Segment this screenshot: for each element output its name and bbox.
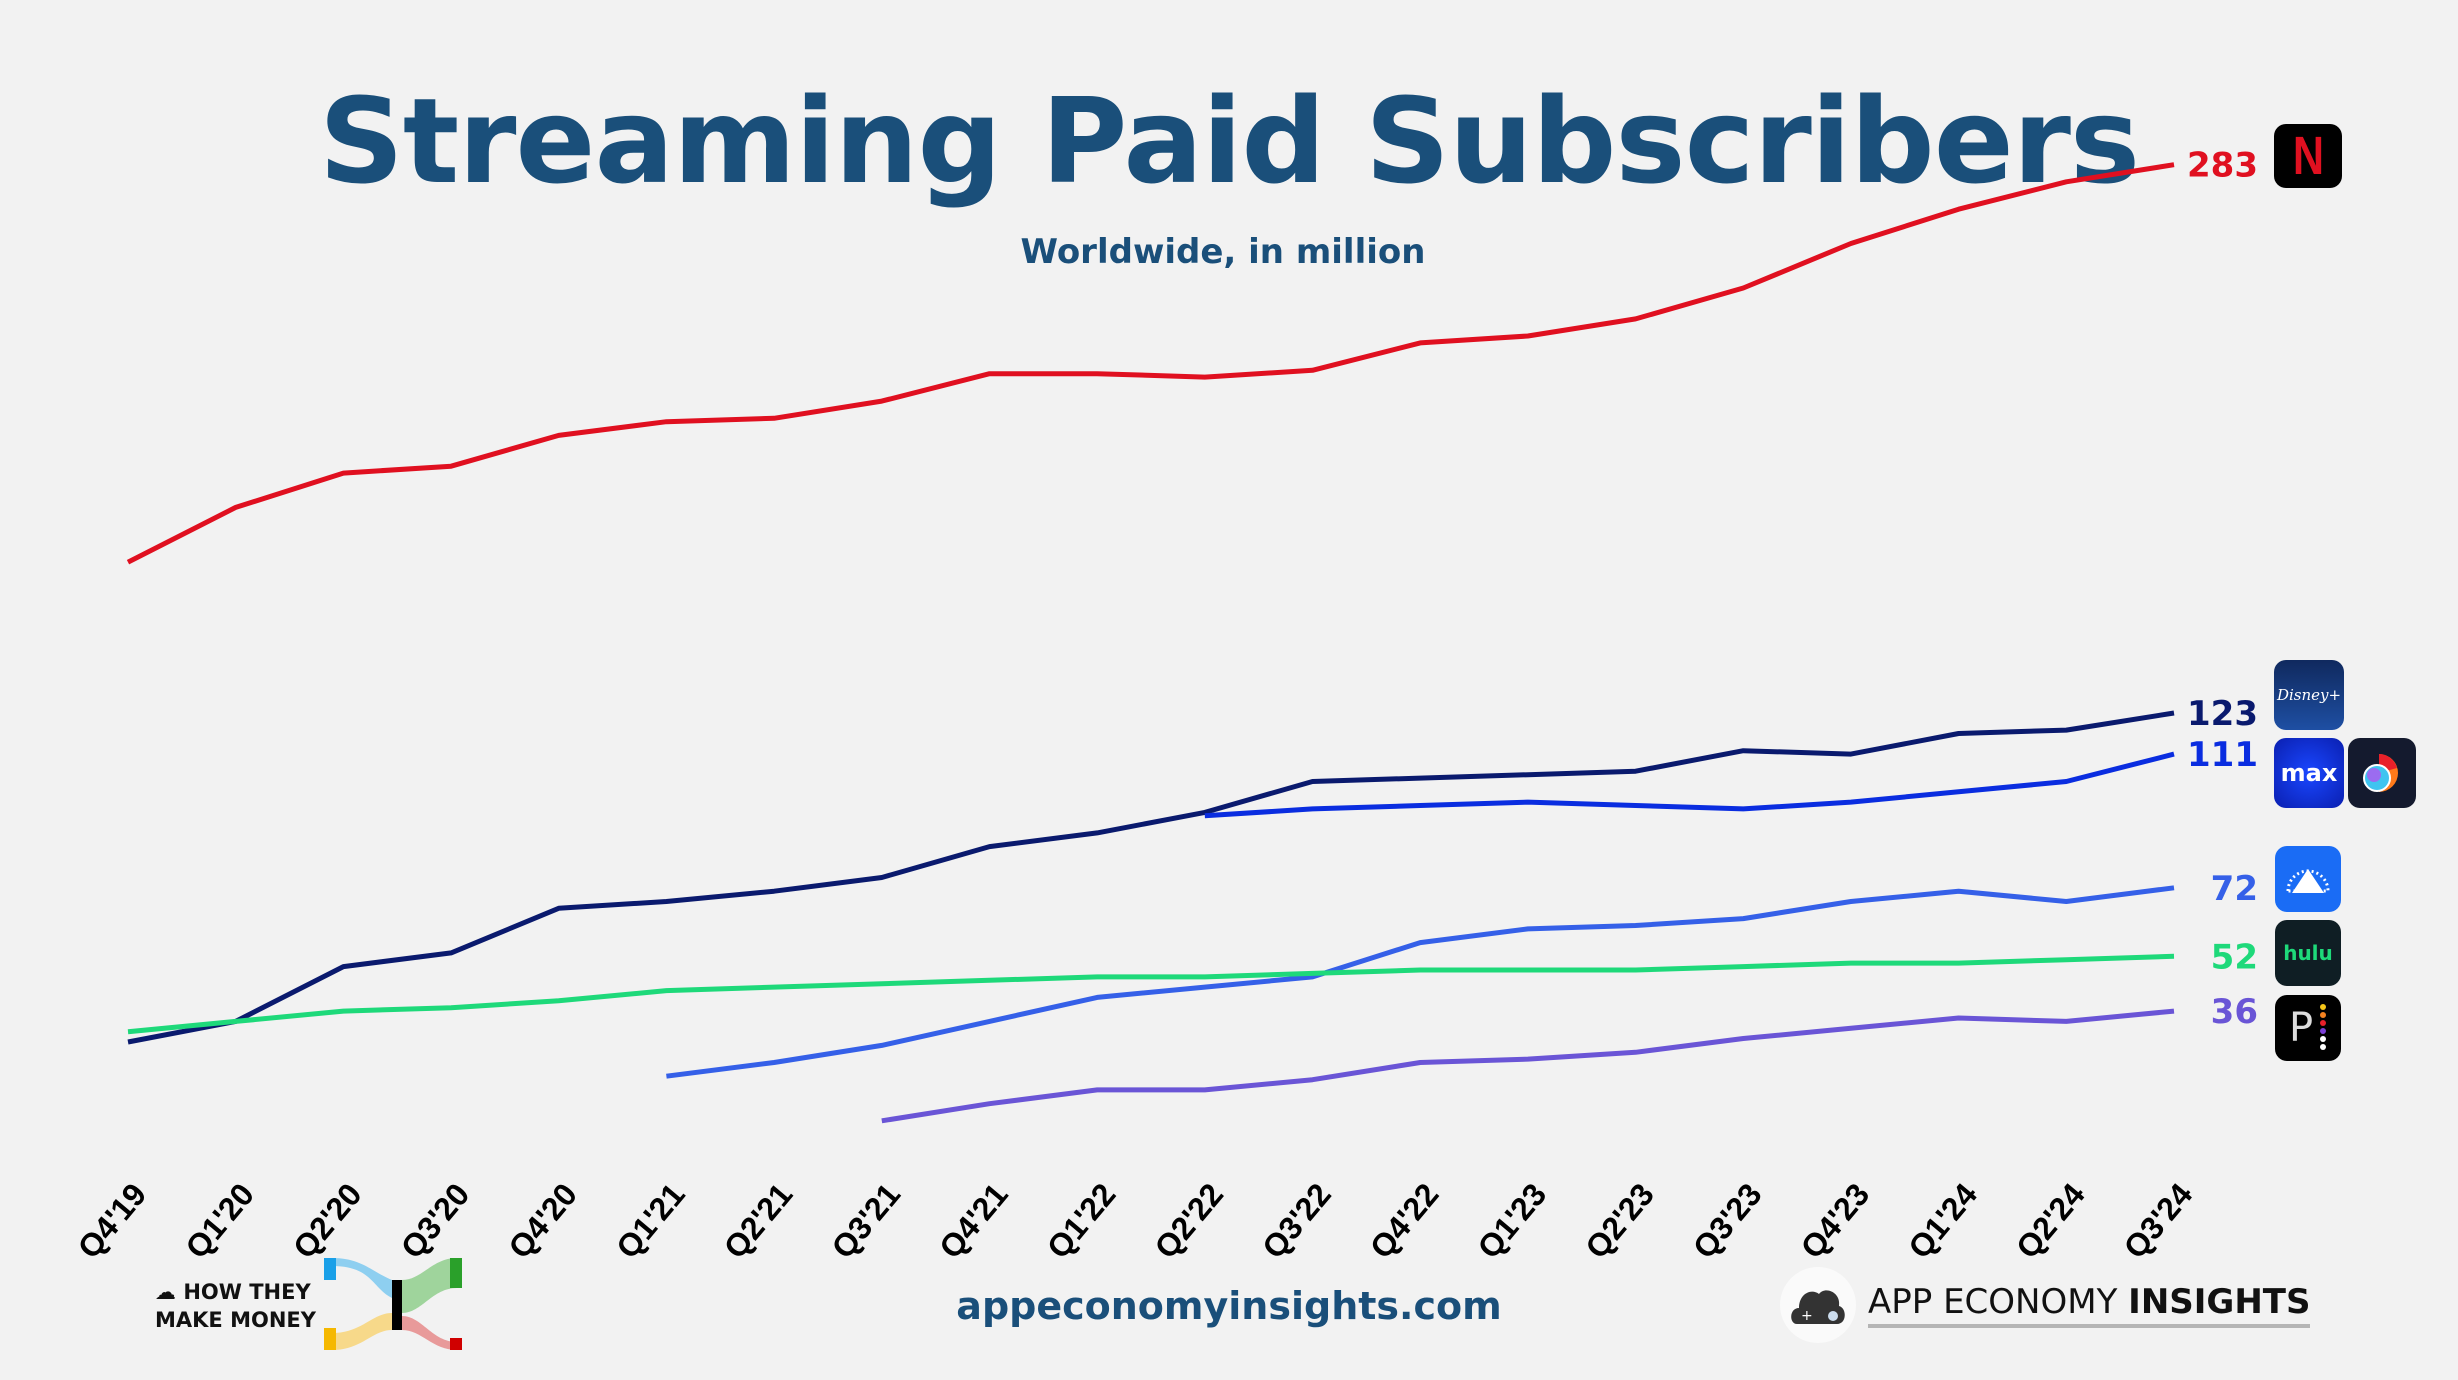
brand-right-bold: INSIGHTS xyxy=(2128,1282,2311,1322)
end-label-max-discovery-: 111 xyxy=(2187,735,2258,775)
x-tick-label: Q2'20 xyxy=(286,1176,369,1265)
series-line-hulu xyxy=(127,953,2175,1035)
x-tick-label: Q2'21 xyxy=(717,1176,800,1265)
x-tick-label: Q2'22 xyxy=(1147,1176,1230,1265)
x-tick-label: Q1'21 xyxy=(609,1176,692,1265)
x-tick-label: Q4'21 xyxy=(932,1176,1015,1265)
website-link[interactable]: appeconomyinsights.com xyxy=(956,1284,1502,1328)
end-label-hulu: 52 xyxy=(2211,937,2258,977)
x-tick-label: Q1'22 xyxy=(1040,1176,1123,1265)
discovery-logo-shape xyxy=(2363,754,2398,792)
brand-line-2: MAKE MONEY xyxy=(155,1308,316,1332)
series-lines xyxy=(126,162,2175,1124)
disney-logo-text: Disney+ xyxy=(2276,686,2342,704)
sankey-logo-icon xyxy=(324,1258,462,1350)
brand-right-regular: APP ECONOMY xyxy=(1868,1282,2129,1322)
end-label-paramount-: 72 xyxy=(2211,869,2258,909)
disney-plus-icon: Disney+ xyxy=(2274,660,2344,730)
chart-title: Streaming Paid Subscribers xyxy=(318,72,2140,210)
x-tick-label: Q1'24 xyxy=(1901,1176,1984,1265)
end-label-peacock: 36 xyxy=(2211,992,2258,1032)
hulu-logo-text: hulu xyxy=(2283,941,2333,965)
end-label-disney-: 123 xyxy=(2187,694,2258,734)
paramount-mountain-shape xyxy=(2286,869,2330,893)
x-tick-label: Q1'20 xyxy=(178,1176,261,1265)
paramount-plus-icon xyxy=(2275,846,2341,912)
how-they-make-money-brand: ☁ HOW THEY MAKE MONEY xyxy=(155,1278,316,1334)
peacock-logo-text: P xyxy=(2288,1005,2314,1051)
x-axis-ticks: Q4'19 Q1'20 Q2'20 Q3'20 Q4'20 Q1'21 Q2'21 Q3'21… xyxy=(71,1176,2200,1265)
x-tick-label: Q4'19 xyxy=(71,1176,154,1265)
x-tick-label: Q3'24 xyxy=(2117,1176,2200,1265)
chart-subtitle: Worldwide, in million xyxy=(1020,232,1426,272)
svg-text:+: + xyxy=(1801,1308,1813,1324)
max-icon: max xyxy=(2274,738,2344,808)
series-line-peacock xyxy=(881,1008,2175,1124)
peacock-icon: P xyxy=(2275,995,2341,1061)
netflix-icon: N xyxy=(2274,124,2342,188)
x-tick-label: Q3'22 xyxy=(1255,1176,1338,1265)
x-tick-label: Q4'23 xyxy=(1794,1176,1877,1265)
max-logo-text: max xyxy=(2280,759,2338,787)
brand-line-1: HOW THEY xyxy=(183,1280,311,1304)
x-tick-label: Q2'24 xyxy=(2009,1176,2092,1265)
end-label-netflix: 283 xyxy=(2187,146,2258,186)
netflix-logo-text: N xyxy=(2292,126,2324,186)
series-line-paramount- xyxy=(666,885,2175,1079)
peacock-dots xyxy=(2320,1004,2327,1050)
cloud-gamepad-icon: + xyxy=(1780,1267,1856,1343)
app-economy-insights-brand: + APP ECONOMY INSIGHTS xyxy=(1780,1260,2311,1350)
x-tick-label: Q1'23 xyxy=(1470,1176,1553,1265)
x-tick-label: Q3'23 xyxy=(1686,1176,1769,1265)
series-line-max-discovery- xyxy=(1204,751,2175,819)
x-tick-label: Q3'21 xyxy=(824,1176,907,1265)
discovery-plus-icon xyxy=(2348,738,2416,808)
cloud-controller-icon: ☁ xyxy=(155,1280,184,1304)
series-line-disney- xyxy=(127,710,2175,1045)
x-tick-label: Q4'20 xyxy=(501,1176,584,1265)
hulu-icon: hulu xyxy=(2275,920,2341,986)
x-tick-label: Q4'22 xyxy=(1363,1176,1446,1265)
series-line-netflix xyxy=(126,162,2175,565)
x-tick-label: Q2'23 xyxy=(1578,1176,1661,1265)
x-tick-label: Q3'20 xyxy=(394,1176,477,1265)
